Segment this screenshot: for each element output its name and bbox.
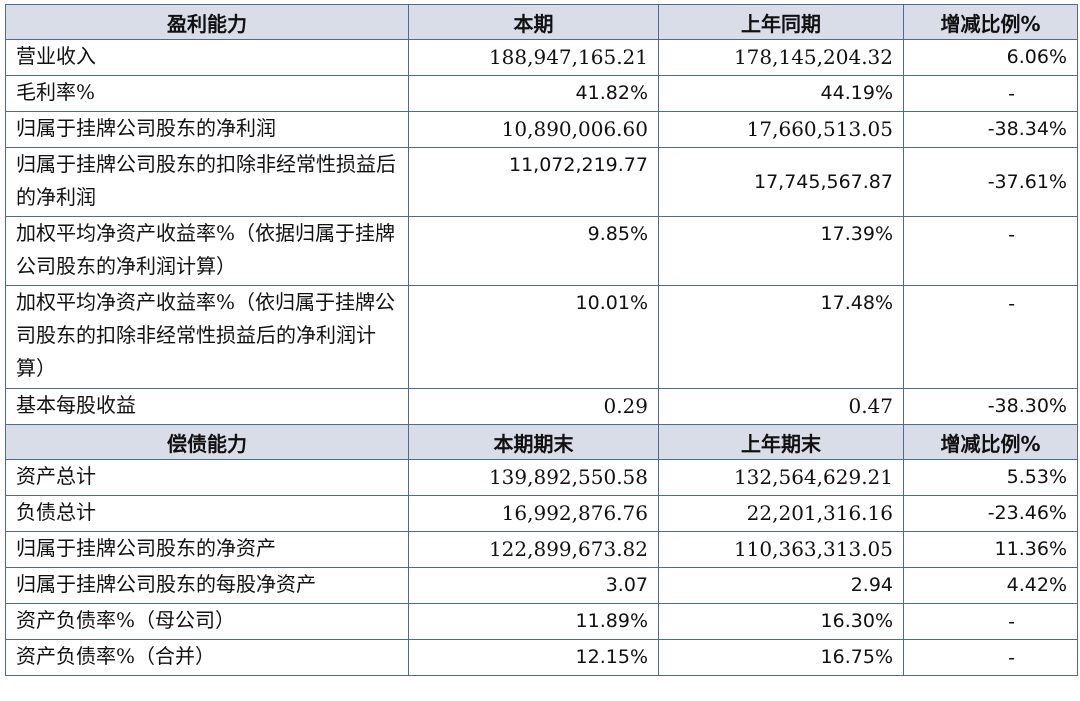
header-change-pct: 增减比例%: [903, 424, 1078, 460]
row-label: 加权平均净资产收益率%（依据归属于挂牌公司股东的净利润计算）: [5, 216, 409, 286]
change-value: -: [903, 75, 1078, 112]
row-label: 归属于挂牌公司股东的扣除非经常性损益后的净利润: [5, 147, 409, 217]
change-value: 5.53%: [903, 459, 1078, 496]
table-row: 加权平均净资产收益率%（依据归属于挂牌公司股东的净利润计算） 9.85% 17.…: [5, 216, 1078, 286]
prior-value: 132,564,629.21: [658, 459, 904, 496]
row-label: 资产负债率%（合并）: [5, 639, 409, 676]
table-row: 基本每股收益 0.29 0.47 -38.30%: [5, 388, 1078, 425]
header-profitability: 盈利能力: [5, 4, 409, 40]
header-prior-year-end: 上年期末: [658, 424, 904, 460]
prior-value: 16.75%: [658, 639, 904, 676]
header-current-period: 本期: [408, 4, 659, 40]
row-label: 负债总计: [5, 495, 409, 532]
current-value: 16,992,876.76: [408, 495, 659, 532]
table-row: 归属于挂牌公司股东的净资产 122,899,673.82 110,363,313…: [5, 531, 1078, 568]
row-label: 归属于挂牌公司股东的每股净资产: [5, 567, 409, 604]
table-row: 归属于挂牌公司股东的净利润 10,890,006.60 17,660,513.0…: [5, 111, 1078, 148]
change-value: -: [903, 603, 1078, 640]
current-value: 12.15%: [408, 639, 659, 676]
change-value: -38.30%: [903, 388, 1078, 425]
prior-value: 17,745,567.87: [658, 147, 904, 217]
row-label: 基本每股收益: [5, 388, 409, 425]
change-value: -38.34%: [903, 111, 1078, 148]
change-value: -: [903, 639, 1078, 676]
prior-value: 2.94: [658, 567, 904, 604]
current-value: 139,892,550.58: [408, 459, 659, 496]
change-value: -: [903, 216, 1078, 286]
current-value: 11.89%: [408, 603, 659, 640]
prior-value: 110,363,313.05: [658, 531, 904, 568]
header-current-period-end: 本期期末: [408, 424, 659, 460]
change-value: -23.46%: [903, 495, 1078, 532]
table-row: 资产负债率%（合并） 12.15% 16.75% -: [5, 639, 1078, 676]
prior-value: 17.39%: [658, 216, 904, 286]
row-label: 资产负债率%（母公司）: [5, 603, 409, 640]
current-value: 11,072,219.77: [408, 147, 659, 217]
row-label: 营业收入: [5, 39, 409, 76]
table-row: 归属于挂牌公司股东的每股净资产 3.07 2.94 4.42%: [5, 567, 1078, 604]
prior-value: 178,145,204.32: [658, 39, 904, 76]
row-label: 加权平均净资产收益率%（依归属于挂牌公司股东的扣除非经常性损益后的净利润计算）: [5, 285, 409, 389]
row-label: 归属于挂牌公司股东的净利润: [5, 111, 409, 148]
current-value: 3.07: [408, 567, 659, 604]
profitability-header-row: 盈利能力 本期 上年同期 增减比例%: [5, 4, 1078, 40]
row-label: 归属于挂牌公司股东的净资产: [5, 531, 409, 568]
change-value: 6.06%: [903, 39, 1078, 76]
table-row: 资产总计 139,892,550.58 132,564,629.21 5.53%: [5, 459, 1078, 496]
prior-value: 17,660,513.05: [658, 111, 904, 148]
row-label: 资产总计: [5, 459, 409, 496]
change-value: -: [903, 285, 1078, 389]
prior-value: 17.48%: [658, 285, 904, 389]
change-value: 4.42%: [903, 567, 1078, 604]
header-prior-year-period: 上年同期: [658, 4, 904, 40]
header-change-pct: 增减比例%: [903, 4, 1078, 40]
change-value: -37.61%: [903, 147, 1078, 217]
prior-value: 22,201,316.16: [658, 495, 904, 532]
table-row: 毛利率% 41.82% 44.19% -: [5, 75, 1078, 112]
table-row: 加权平均净资产收益率%（依归属于挂牌公司股东的扣除非经常性损益后的净利润计算） …: [5, 285, 1078, 389]
prior-value: 44.19%: [658, 75, 904, 112]
table-row: 营业收入 188,947,165.21 178,145,204.32 6.06%: [5, 39, 1078, 76]
current-value: 9.85%: [408, 216, 659, 286]
change-value: 11.36%: [903, 531, 1078, 568]
financial-indicators-table: 盈利能力 本期 上年同期 增减比例% 营业收入 188,947,165.21 1…: [5, 4, 1078, 676]
table-row: 归属于挂牌公司股东的扣除非经常性损益后的净利润 11,072,219.77 17…: [5, 147, 1078, 217]
row-label: 毛利率%: [5, 75, 409, 112]
table-row: 负债总计 16,992,876.76 22,201,316.16 -23.46%: [5, 495, 1078, 532]
prior-value: 16.30%: [658, 603, 904, 640]
prior-value: 0.47: [658, 388, 904, 425]
current-value: 188,947,165.21: [408, 39, 659, 76]
current-value: 122,899,673.82: [408, 531, 659, 568]
current-value: 41.82%: [408, 75, 659, 112]
current-value: 10.01%: [408, 285, 659, 389]
table-row: 资产负债率%（母公司） 11.89% 16.30% -: [5, 603, 1078, 640]
current-value: 10,890,006.60: [408, 111, 659, 148]
solvency-header-row: 偿债能力 本期期末 上年期末 增减比例%: [5, 424, 1078, 460]
header-solvency: 偿债能力: [5, 424, 409, 460]
current-value: 0.29: [408, 388, 659, 425]
